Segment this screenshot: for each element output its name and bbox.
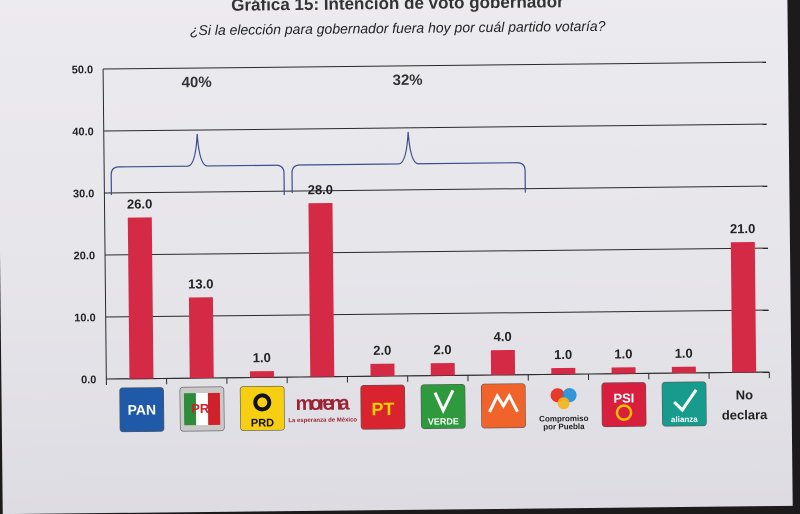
y-tick-label: 0.0 — [81, 374, 96, 386]
data-label: 1.0 — [614, 346, 632, 361]
logo-subtext: por Puebla — [543, 422, 585, 431]
movimiento-ciudadano-logo-icon — [481, 384, 525, 428]
logo-text: alianza — [671, 415, 698, 424]
bar — [612, 367, 636, 373]
group-brace — [111, 133, 284, 197]
y-tick-label: 40.0 — [72, 126, 94, 138]
group-label: 32% — [392, 72, 422, 89]
logo-text: PSI — [613, 391, 634, 406]
y-tick-label: 30.0 — [73, 188, 95, 200]
gridline — [105, 248, 768, 255]
logo-text: PRD — [251, 417, 274, 429]
pri-logo-icon: PRI — [180, 387, 224, 431]
logo-text: VERDE — [428, 416, 459, 426]
bar — [672, 367, 696, 373]
data-label: 28.0 — [308, 182, 333, 197]
gridline — [104, 124, 767, 131]
alianza-logo-icon: alianza — [662, 382, 706, 426]
bar — [551, 368, 575, 374]
bar — [491, 350, 515, 375]
logo-subtext: La esperanza de México — [288, 417, 357, 424]
data-label: 1.0 — [675, 346, 693, 361]
y-tick-label: 50.0 — [72, 64, 94, 76]
data-label: 13.0 — [188, 276, 213, 291]
bar — [128, 217, 154, 378]
logo-text: PT — [371, 399, 394, 419]
morena-logo-icon: morena La esperanza de México — [288, 392, 357, 424]
data-label: 21.0 — [730, 221, 755, 236]
y-axis — [103, 69, 106, 379]
data-label: 2.0 — [373, 343, 391, 358]
data-label: 1.0 — [554, 347, 572, 362]
bar — [308, 203, 334, 377]
logo-subtext: declara — [722, 407, 768, 422]
verde-logo-icon: VERDE — [421, 384, 465, 428]
y-tick-label: 20.0 — [74, 250, 96, 262]
logo-text: morena — [295, 392, 350, 415]
bar — [370, 364, 394, 377]
data-label: 4.0 — [494, 329, 512, 344]
prd-logo-icon: PRD — [240, 386, 284, 430]
logo-text: PAN — [127, 402, 156, 418]
bar — [250, 371, 274, 377]
psi-logo-icon: PSI — [602, 382, 646, 426]
gridline — [104, 186, 767, 193]
bar — [731, 242, 756, 372]
data-label: 1.0 — [253, 350, 271, 365]
bar — [431, 363, 455, 376]
y-tick-label: 10.0 — [74, 312, 96, 324]
group-label: 40% — [182, 74, 212, 91]
category-label: No declara — [722, 387, 769, 422]
logo-text: PRI — [191, 401, 213, 416]
pt-logo-icon: PT — [361, 385, 405, 429]
data-label: 2.0 — [433, 342, 451, 357]
bar — [189, 297, 214, 378]
pan-logo-icon: PAN — [120, 387, 164, 431]
data-label: 26.0 — [127, 196, 152, 211]
gridline — [103, 62, 766, 69]
logo-text: No — [736, 387, 754, 402]
